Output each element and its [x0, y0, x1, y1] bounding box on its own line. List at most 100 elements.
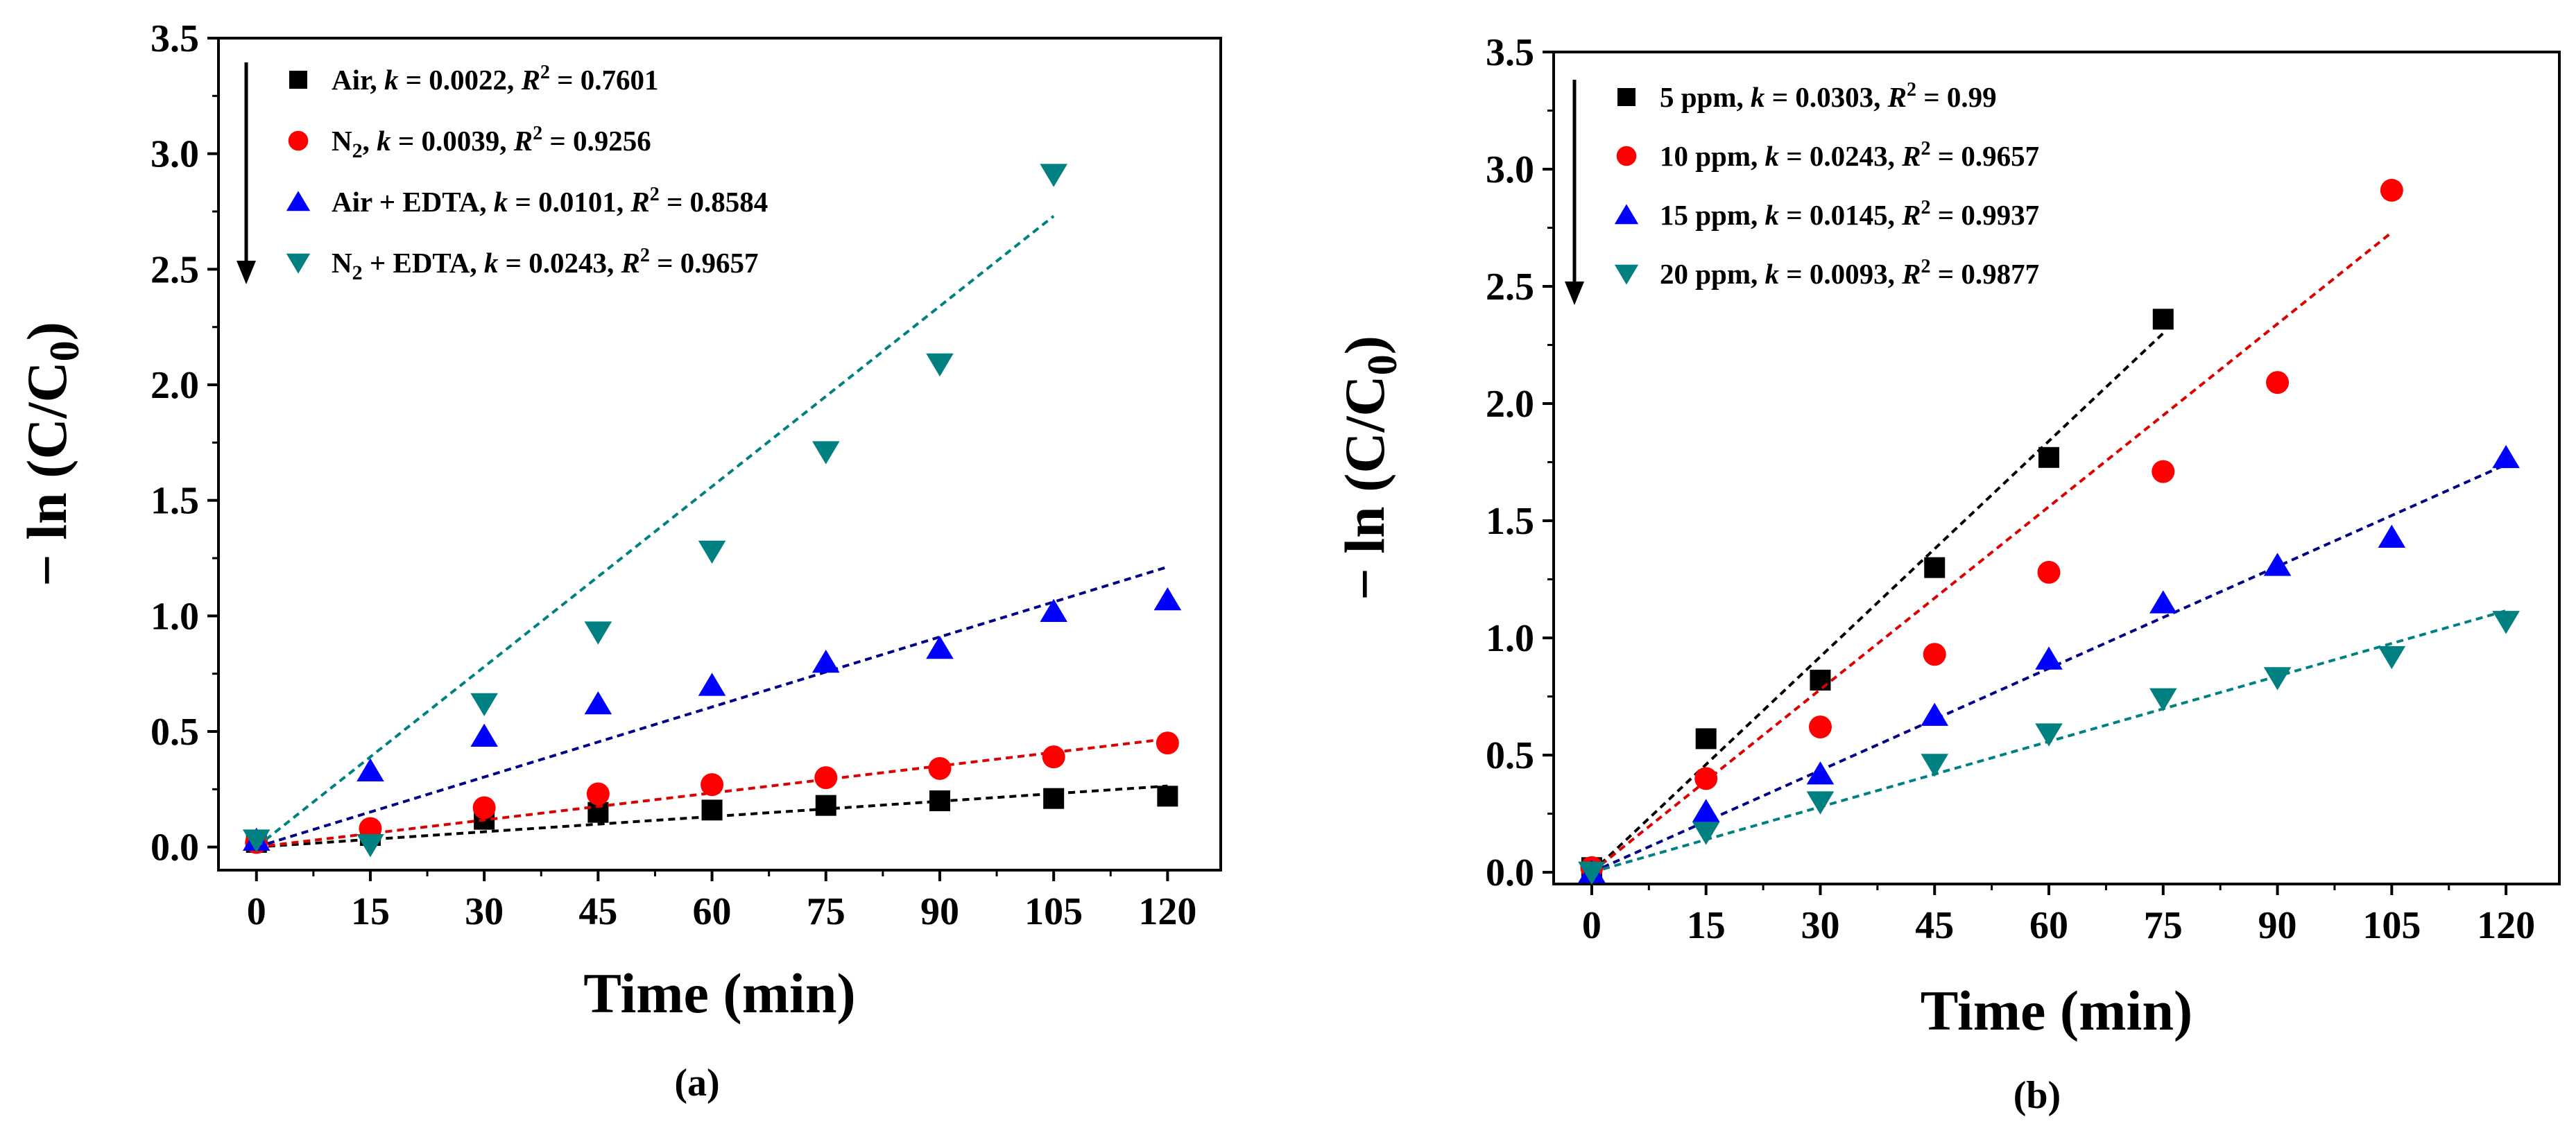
data-point: [1578, 861, 1606, 885]
y-tick-label: 3.5: [151, 17, 199, 60]
data-point: [1924, 557, 1946, 578]
y-tick-label: 3.0: [1486, 148, 1534, 191]
data-point: [701, 799, 723, 821]
data-point: [242, 829, 271, 853]
data-point: [698, 540, 726, 564]
data-point: [1694, 767, 1718, 790]
x-tick-label: 0: [1582, 904, 1602, 947]
data-point: [584, 691, 612, 715]
x-tick-label: 105: [2362, 904, 2421, 947]
y-tick-label: 1.5: [151, 480, 199, 523]
fit-line: [1590, 332, 2165, 874]
data-point: [2038, 447, 2060, 468]
x-tick-label: 15: [1687, 904, 1726, 947]
x-tick-label: 75: [2144, 904, 2183, 947]
data-point: [928, 756, 952, 780]
y-tick-label: 0.0: [1486, 851, 1534, 894]
panel-label-b: (b): [2013, 1074, 2061, 1117]
data-point: [2152, 309, 2174, 330]
y-axis-title: − ln (C/C0): [1333, 336, 1405, 600]
legend-entry: Air + EDTA, k = 0.0101, R2 = 0.8584: [332, 184, 768, 218]
series-air-edta: [242, 565, 1182, 851]
data-point: [2380, 178, 2403, 202]
y-tick-label: 1.0: [1486, 617, 1534, 660]
fit-line: [1590, 231, 2393, 874]
data-point: [357, 758, 384, 781]
x-tick-label: 120: [1138, 890, 1196, 933]
data-point: [1923, 643, 1946, 666]
x-tick-label: 120: [2477, 904, 2535, 947]
data-point: [814, 766, 838, 790]
legend-marker: [289, 71, 307, 89]
x-tick-label: 75: [807, 890, 845, 933]
y-tick-label: 2.5: [151, 248, 199, 291]
data-point: [926, 636, 954, 659]
data-point: [2152, 460, 2175, 483]
data-point: [1695, 728, 1717, 750]
y-tick-label: 1.0: [151, 595, 199, 638]
y-axis-title: − ln (C/C0): [15, 322, 87, 587]
data-point: [1692, 799, 1720, 822]
series-n2: [245, 731, 1179, 854]
panel-label-a: (a): [674, 1062, 719, 1104]
legend-marker: [1616, 146, 1637, 166]
data-point: [1692, 822, 1720, 845]
y-tick-label: 3.5: [1486, 31, 1534, 74]
legend-arrow-head: [1565, 281, 1584, 305]
legend-marker: [1614, 204, 1639, 225]
data-point: [1806, 791, 1835, 815]
legend-entry: 10 ppm, k = 0.0243, R2 = 0.9657: [1660, 138, 2039, 172]
data-point: [698, 673, 726, 696]
data-point: [1156, 731, 1179, 755]
x-axis-title: Time (min): [583, 962, 856, 1025]
data-point: [1157, 786, 1178, 807]
data-point: [470, 723, 498, 747]
plot-frame: [217, 37, 1222, 872]
legend-entry: 15 ppm, k = 0.0145, R2 = 0.9937: [1660, 197, 2039, 231]
x-tick-label: 60: [693, 890, 732, 933]
plot-frame: [1552, 51, 2561, 885]
y-tick-label: 2.5: [1486, 266, 1534, 309]
data-point: [584, 621, 612, 645]
fit-line: [256, 784, 1168, 849]
x-tick-label: 60: [2029, 904, 2068, 947]
x-tick-label: 45: [1915, 904, 1954, 947]
data-point: [2378, 646, 2406, 670]
data-point: [357, 834, 384, 858]
data-point: [1921, 702, 1949, 726]
data-point: [815, 795, 836, 816]
legend-marker: [1617, 88, 1635, 106]
x-tick-label: 105: [1024, 890, 1083, 933]
data-point: [812, 650, 840, 673]
x-tick-label: 30: [1801, 904, 1839, 947]
legend-marker: [286, 191, 311, 211]
chart-a: 0 15 30 45 60 75 90 105 120 0.0 0.5 1.0 1.5 2.0 2.5 3.0…: [15, 17, 1222, 1025]
legend-entry: 5 ppm, k = 0.0303, R2 = 0.99: [1660, 79, 1997, 113]
data-point: [812, 441, 840, 465]
data-point: [701, 773, 724, 797]
data-point: [472, 796, 496, 820]
series-5-ppm: [1581, 309, 2174, 878]
y-tick-label: 0.5: [151, 711, 199, 754]
legend-arrow-head: [237, 261, 256, 284]
data-point: [2492, 611, 2520, 634]
y-tick-label: 1.5: [1486, 500, 1534, 543]
series-n2-edta: [242, 164, 1067, 858]
legend-entry: N2, k = 0.0039, R2 = 0.9256: [332, 123, 651, 162]
data-point: [926, 353, 954, 376]
chart-b: 0 15 30 45 60 75 90 105 120 0.0 0.5 1.0 1.5 2.0 2.5 3.0…: [1333, 31, 2561, 1042]
data-point: [1040, 164, 1067, 187]
y-tick-label: 2.0: [151, 364, 199, 407]
x-tick-label: 45: [578, 890, 617, 933]
data-point: [2037, 560, 2061, 584]
x-axis-title: Time (min): [1921, 979, 2193, 1042]
x-tick-label: 0: [247, 890, 266, 933]
data-point: [2035, 723, 2063, 747]
y-tick-label: 0.0: [151, 826, 199, 869]
legend-entry: N2 + EDTA, k = 0.0243, R2 = 0.9657: [332, 245, 758, 284]
data-point: [1040, 598, 1067, 622]
data-point: [586, 782, 610, 806]
x-tick-label: 15: [351, 890, 390, 933]
data-point: [1153, 587, 1182, 611]
series-15-ppm: [1578, 444, 2520, 883]
